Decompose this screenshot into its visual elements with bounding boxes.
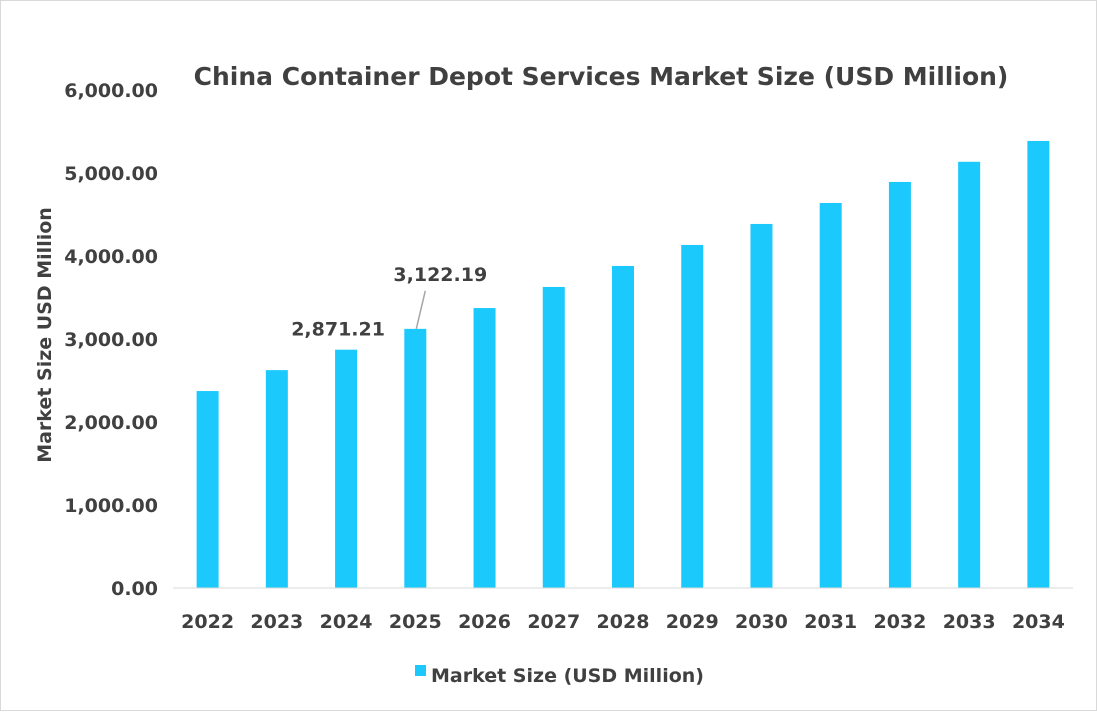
y-axis-label: Market Size USD Million — [34, 207, 56, 463]
bar-2033 — [958, 161, 981, 589]
x-tick-label: 2026 — [458, 611, 511, 633]
bar-2028 — [612, 265, 634, 588]
data-label: 3,122.19 — [393, 264, 487, 286]
legend: Market Size (USD Million) — [415, 665, 704, 687]
bar-2032 — [888, 181, 911, 589]
x-tick-label: 2025 — [389, 611, 442, 633]
x-tick-label: 2022 — [181, 611, 234, 633]
y-tick-label: 0.00 — [111, 578, 158, 600]
x-tick-label: 2031 — [804, 611, 857, 633]
y-tick-label: 4,000.00 — [64, 246, 158, 268]
x-tick-label: 2030 — [735, 611, 788, 633]
chart-title: China Container Depot Services Market Si… — [194, 62, 1009, 91]
x-tick-label: 2024 — [320, 611, 373, 633]
y-tick-label: 1,000.00 — [64, 495, 158, 517]
x-tick-label: 2033 — [943, 611, 996, 633]
bar-2027 — [542, 286, 565, 588]
x-tick-label: 2029 — [666, 611, 719, 633]
data-label: 2,871.21 — [291, 319, 385, 341]
bar-2026 — [473, 308, 496, 588]
y-tick-label: 3,000.00 — [64, 329, 158, 351]
bar-2031 — [819, 202, 842, 588]
x-tick-label: 2023 — [250, 611, 303, 633]
bar-2022 — [196, 391, 219, 588]
legend-label: Market Size (USD Million) — [431, 665, 704, 687]
x-tick-label: 2034 — [1012, 611, 1065, 633]
legend-swatch — [415, 665, 426, 676]
bar-2025 — [404, 328, 427, 588]
x-tick-label: 2028 — [597, 611, 650, 633]
data-label-leader-line — [415, 290, 427, 330]
bar-2029 — [681, 244, 704, 588]
bar-2024 — [335, 349, 358, 588]
y-tick-label: 2,000.00 — [64, 412, 158, 434]
bar-2034 — [1027, 140, 1050, 588]
bar-2023 — [265, 370, 288, 588]
y-tick-label: 5,000.00 — [64, 163, 158, 185]
bar-2030 — [750, 223, 773, 588]
x-tick-label: 2027 — [527, 611, 580, 633]
x-tick-label: 2032 — [873, 611, 926, 633]
y-tick-label: 6,000.00 — [64, 80, 158, 102]
